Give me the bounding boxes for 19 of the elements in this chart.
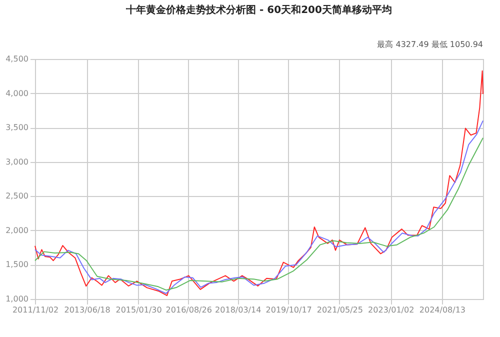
y-tick-label: 3,500 [6,123,28,132]
chart-title: 十年黄金价格走势技术分析图 - 60天和200天简单移动平均 [125,4,392,16]
x-tick-label: 2021/05/25 [316,306,363,314]
x-tick-label: 2018/03/14 [215,306,262,314]
x-tick-label: 2023/01/02 [368,306,414,314]
x-tick-label: 2013/06/18 [64,306,110,314]
x-tick-label: 2011/11/02 [12,306,59,314]
y-tick-label: 1,000 [6,294,28,304]
x-tick-label: 2024/08/13 [419,306,466,314]
y-tick-label: 4,000 [6,88,28,98]
text: 最高 4327.49 最低 1050.94 [377,40,483,49]
x-tick-label: 2016/08/26 [166,306,212,314]
y-tick-label: 3,000 [6,157,28,166]
x-tick-label: 2019/10/17 [266,306,312,314]
y-tick-label: 2,000 [6,226,28,235]
y-tick-label: 2,500 [6,192,28,201]
x-tick-label: 2015/01/30 [116,306,162,314]
y-tick-label: 1,500 [6,260,28,270]
y-tick-label: 4,500 [6,54,28,64]
